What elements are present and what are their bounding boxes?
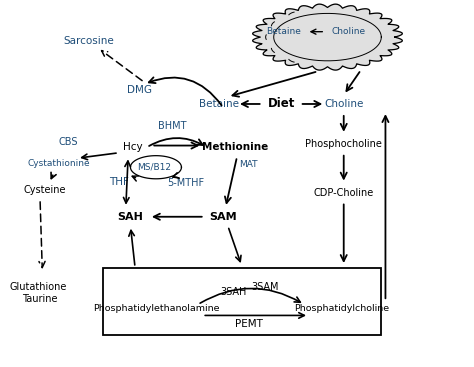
Text: CDP-Choline: CDP-Choline: [314, 188, 374, 197]
Text: PEMT: PEMT: [235, 319, 263, 329]
Text: Glutathione: Glutathione: [9, 281, 66, 291]
Text: Methionine: Methionine: [201, 142, 268, 152]
Text: Diet: Diet: [267, 98, 295, 110]
Text: SAH: SAH: [118, 212, 144, 222]
Text: Betaine: Betaine: [266, 27, 301, 36]
Text: THF: THF: [109, 177, 129, 187]
Text: MS/B12: MS/B12: [137, 163, 171, 172]
Text: Cysteine: Cysteine: [23, 185, 66, 195]
Polygon shape: [253, 4, 402, 70]
Text: 3SAM: 3SAM: [251, 281, 279, 291]
Text: SAM: SAM: [210, 212, 237, 222]
Text: Choline: Choline: [331, 27, 365, 36]
Text: Phosphatidylethanolamine: Phosphatidylethanolamine: [93, 304, 219, 313]
Text: Betaine: Betaine: [199, 99, 238, 109]
Text: Cystathionine: Cystathionine: [27, 159, 90, 168]
Text: MAT: MAT: [239, 160, 258, 169]
Text: Hcy: Hcy: [123, 142, 143, 152]
Text: Taurine: Taurine: [22, 294, 58, 304]
Text: Phosphocholine: Phosphocholine: [305, 139, 382, 149]
Text: DMG: DMG: [127, 84, 152, 95]
Text: Sarcosine: Sarcosine: [64, 36, 114, 46]
Text: 3SAH: 3SAH: [221, 287, 247, 297]
Text: 5-MTHF: 5-MTHF: [167, 178, 205, 189]
Text: Choline: Choline: [324, 99, 364, 109]
Text: BHMT: BHMT: [158, 121, 186, 131]
Text: Phosphatidylcholine: Phosphatidylcholine: [294, 304, 389, 313]
FancyBboxPatch shape: [103, 268, 381, 335]
Text: CBS: CBS: [58, 137, 78, 147]
